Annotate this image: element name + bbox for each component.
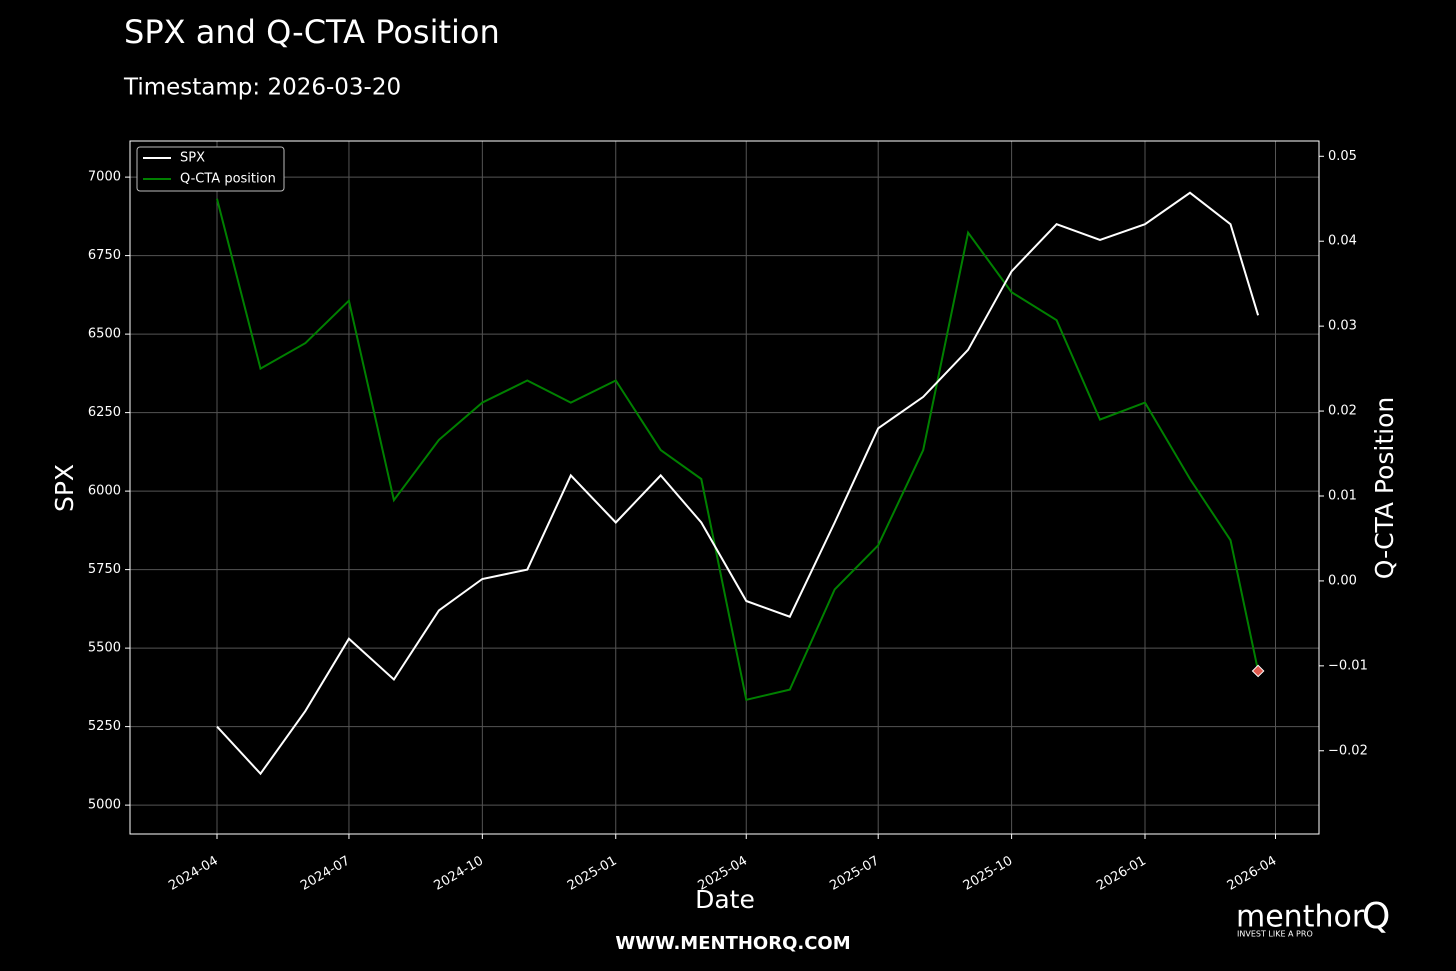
y-tick-label: 6750 bbox=[88, 248, 121, 263]
legend-label: SPX bbox=[180, 151, 205, 166]
footer: WWW.MENTHORQ.COM bbox=[615, 933, 850, 954]
y-tick-label: 5500 bbox=[88, 641, 121, 656]
brand-letter: Q bbox=[1362, 896, 1390, 937]
y2-tick-label: 0.02 bbox=[1328, 404, 1357, 419]
last-point-marker bbox=[1251, 664, 1265, 678]
y-tick-label: 6000 bbox=[88, 484, 121, 499]
brand-name: menthor bbox=[1236, 900, 1365, 935]
y2-tick-label: 0.03 bbox=[1328, 319, 1357, 334]
y2-tick-label: 0.05 bbox=[1328, 149, 1357, 164]
y-tick-label: 5250 bbox=[88, 719, 121, 734]
y-tick-label: 7000 bbox=[88, 170, 121, 185]
y-tick-label: 5000 bbox=[88, 798, 121, 813]
legend-label: Q-CTA position bbox=[180, 172, 276, 187]
y2-tick-label: 0.00 bbox=[1328, 573, 1357, 588]
chart-title: SPX and Q-CTA Position bbox=[124, 13, 500, 51]
y2-tick-label: 0.01 bbox=[1328, 488, 1357, 503]
chart-subtitle: Timestamp: 2026-03-20 bbox=[123, 75, 401, 101]
y-tick-label: 6250 bbox=[88, 405, 121, 420]
plot-frame bbox=[129, 140, 1320, 835]
series-line bbox=[216, 191, 1260, 776]
y2-tick-label: −0.01 bbox=[1328, 658, 1368, 673]
y-tick-label: 5750 bbox=[88, 562, 121, 577]
y2-tick-label: −0.02 bbox=[1328, 743, 1368, 758]
y2-tick-label: 0.04 bbox=[1328, 234, 1357, 249]
x-axis-label: Date bbox=[695, 885, 755, 914]
y-axis-label: SPX bbox=[50, 464, 79, 512]
legend-box bbox=[136, 146, 285, 192]
series-line bbox=[216, 198, 1260, 702]
y2-axis-label: Q-CTA Position bbox=[1370, 397, 1399, 580]
brand-tagline: INVEST LIKE A PRO bbox=[1237, 930, 1313, 939]
y-tick-label: 6500 bbox=[88, 327, 121, 342]
